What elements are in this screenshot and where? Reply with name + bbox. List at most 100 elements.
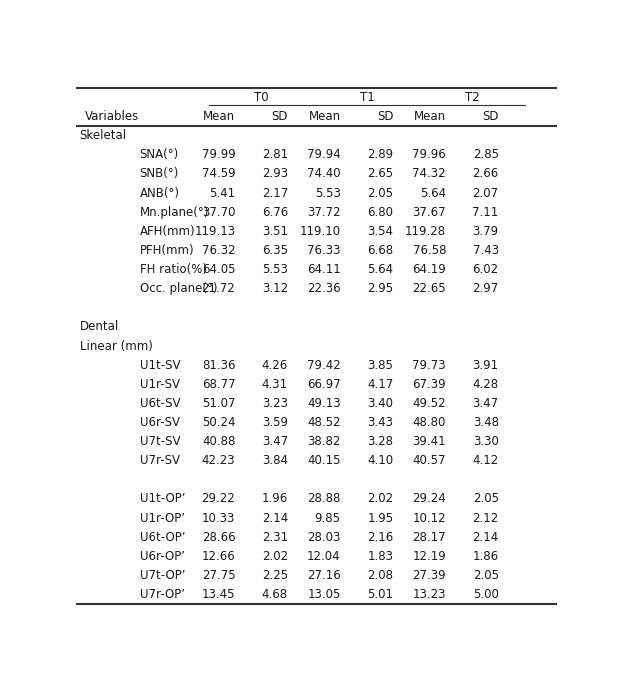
Text: 2.85: 2.85	[473, 148, 499, 161]
Text: 6.35: 6.35	[262, 244, 288, 257]
Text: 2.07: 2.07	[473, 186, 499, 199]
Text: 3.12: 3.12	[262, 282, 288, 295]
Text: 28.17: 28.17	[412, 530, 446, 544]
Text: 49.13: 49.13	[307, 397, 341, 410]
Text: 6.02: 6.02	[473, 263, 499, 276]
Text: Occ. plane(°): Occ. plane(°)	[140, 282, 217, 295]
Text: 48.80: 48.80	[413, 416, 446, 429]
Text: 5.53: 5.53	[315, 186, 341, 199]
Text: 3.59: 3.59	[262, 416, 288, 429]
Text: 3.54: 3.54	[367, 225, 394, 238]
Text: 28.66: 28.66	[201, 530, 235, 544]
Text: 3.23: 3.23	[262, 397, 288, 410]
Text: 1.96: 1.96	[262, 492, 288, 505]
Text: 2.31: 2.31	[262, 530, 288, 544]
Text: 7.11: 7.11	[473, 205, 499, 219]
Text: 42.23: 42.23	[201, 454, 235, 467]
Text: 3.84: 3.84	[262, 454, 288, 467]
Text: 64.19: 64.19	[412, 263, 446, 276]
Text: 39.41: 39.41	[412, 435, 446, 448]
Text: T2: T2	[465, 91, 480, 104]
Text: PFH(mm): PFH(mm)	[140, 244, 194, 257]
Text: 12.19: 12.19	[412, 550, 446, 563]
Text: 40.15: 40.15	[307, 454, 341, 467]
Text: 3.47: 3.47	[473, 397, 499, 410]
Text: 79.96: 79.96	[412, 148, 446, 161]
Text: AFH(mm): AFH(mm)	[140, 225, 195, 238]
Text: 27.39: 27.39	[412, 569, 446, 582]
Text: 37.72: 37.72	[307, 205, 341, 219]
Text: 2.12: 2.12	[473, 511, 499, 524]
Text: 4.12: 4.12	[473, 454, 499, 467]
Text: 21.72: 21.72	[201, 282, 235, 295]
Text: 7.43: 7.43	[473, 244, 499, 257]
Text: Variables: Variables	[85, 110, 138, 123]
Text: SNB(°): SNB(°)	[140, 167, 179, 180]
Text: 3.28: 3.28	[367, 435, 394, 448]
Text: Mn.plane(°): Mn.plane(°)	[140, 205, 209, 219]
Text: 2.89: 2.89	[367, 148, 394, 161]
Text: 40.57: 40.57	[413, 454, 446, 467]
Text: U6r-OP’: U6r-OP’	[140, 550, 185, 563]
Text: 4.68: 4.68	[262, 588, 288, 601]
Text: 40.88: 40.88	[202, 435, 235, 448]
Text: 79.42: 79.42	[307, 358, 341, 372]
Text: 2.14: 2.14	[262, 511, 288, 524]
Text: U6r-SV: U6r-SV	[140, 416, 179, 429]
Text: 5.53: 5.53	[262, 263, 288, 276]
Text: 10.33: 10.33	[202, 511, 235, 524]
Text: 29.22: 29.22	[201, 492, 235, 505]
Text: 51.07: 51.07	[202, 397, 235, 410]
Text: 6.76: 6.76	[262, 205, 288, 219]
Text: 2.05: 2.05	[367, 186, 394, 199]
Text: 3.43: 3.43	[367, 416, 394, 429]
Text: ANB(°): ANB(°)	[140, 186, 179, 199]
Text: 38.82: 38.82	[307, 435, 341, 448]
Text: 48.52: 48.52	[307, 416, 341, 429]
Text: 29.24: 29.24	[412, 492, 446, 505]
Text: 76.33: 76.33	[307, 244, 341, 257]
Text: 1.86: 1.86	[473, 550, 499, 563]
Text: 49.52: 49.52	[412, 397, 446, 410]
Text: U1r-SV: U1r-SV	[140, 378, 179, 391]
Text: 27.75: 27.75	[201, 569, 235, 582]
Text: T1: T1	[360, 91, 375, 104]
Text: SNA(°): SNA(°)	[140, 148, 179, 161]
Text: 79.94: 79.94	[307, 148, 341, 161]
Text: Mean: Mean	[308, 110, 341, 123]
Text: U6t-OP’: U6t-OP’	[140, 530, 185, 544]
Text: 2.16: 2.16	[367, 530, 394, 544]
Text: U7t-SV: U7t-SV	[140, 435, 180, 448]
Text: U7r-OP’: U7r-OP’	[140, 588, 185, 601]
Text: 4.17: 4.17	[367, 378, 394, 391]
Text: 50.24: 50.24	[202, 416, 235, 429]
Text: 64.05: 64.05	[202, 263, 235, 276]
Text: 4.26: 4.26	[262, 358, 288, 372]
Text: Dental: Dental	[80, 320, 119, 333]
Text: SD: SD	[482, 110, 499, 123]
Text: 2.05: 2.05	[473, 492, 499, 505]
Text: U1r-OP’: U1r-OP’	[140, 511, 185, 524]
Text: 3.79: 3.79	[473, 225, 499, 238]
Text: 3.47: 3.47	[262, 435, 288, 448]
Text: 3.85: 3.85	[368, 358, 394, 372]
Text: 2.95: 2.95	[367, 282, 394, 295]
Text: 13.45: 13.45	[202, 588, 235, 601]
Text: 76.58: 76.58	[413, 244, 446, 257]
Text: 5.64: 5.64	[367, 263, 394, 276]
Text: 2.17: 2.17	[262, 186, 288, 199]
Text: 6.80: 6.80	[367, 205, 394, 219]
Text: Linear (mm): Linear (mm)	[80, 339, 153, 352]
Text: SD: SD	[377, 110, 394, 123]
Text: FH ratio(%): FH ratio(%)	[140, 263, 206, 276]
Text: 74.59: 74.59	[201, 167, 235, 180]
Text: 3.30: 3.30	[473, 435, 499, 448]
Text: Mean: Mean	[203, 110, 235, 123]
Text: 3.48: 3.48	[473, 416, 499, 429]
Text: 3.91: 3.91	[473, 358, 499, 372]
Text: U7r-SV: U7r-SV	[140, 454, 179, 467]
Text: 6.68: 6.68	[367, 244, 394, 257]
Text: 2.02: 2.02	[367, 492, 394, 505]
Text: 10.12: 10.12	[412, 511, 446, 524]
Text: 5.41: 5.41	[209, 186, 235, 199]
